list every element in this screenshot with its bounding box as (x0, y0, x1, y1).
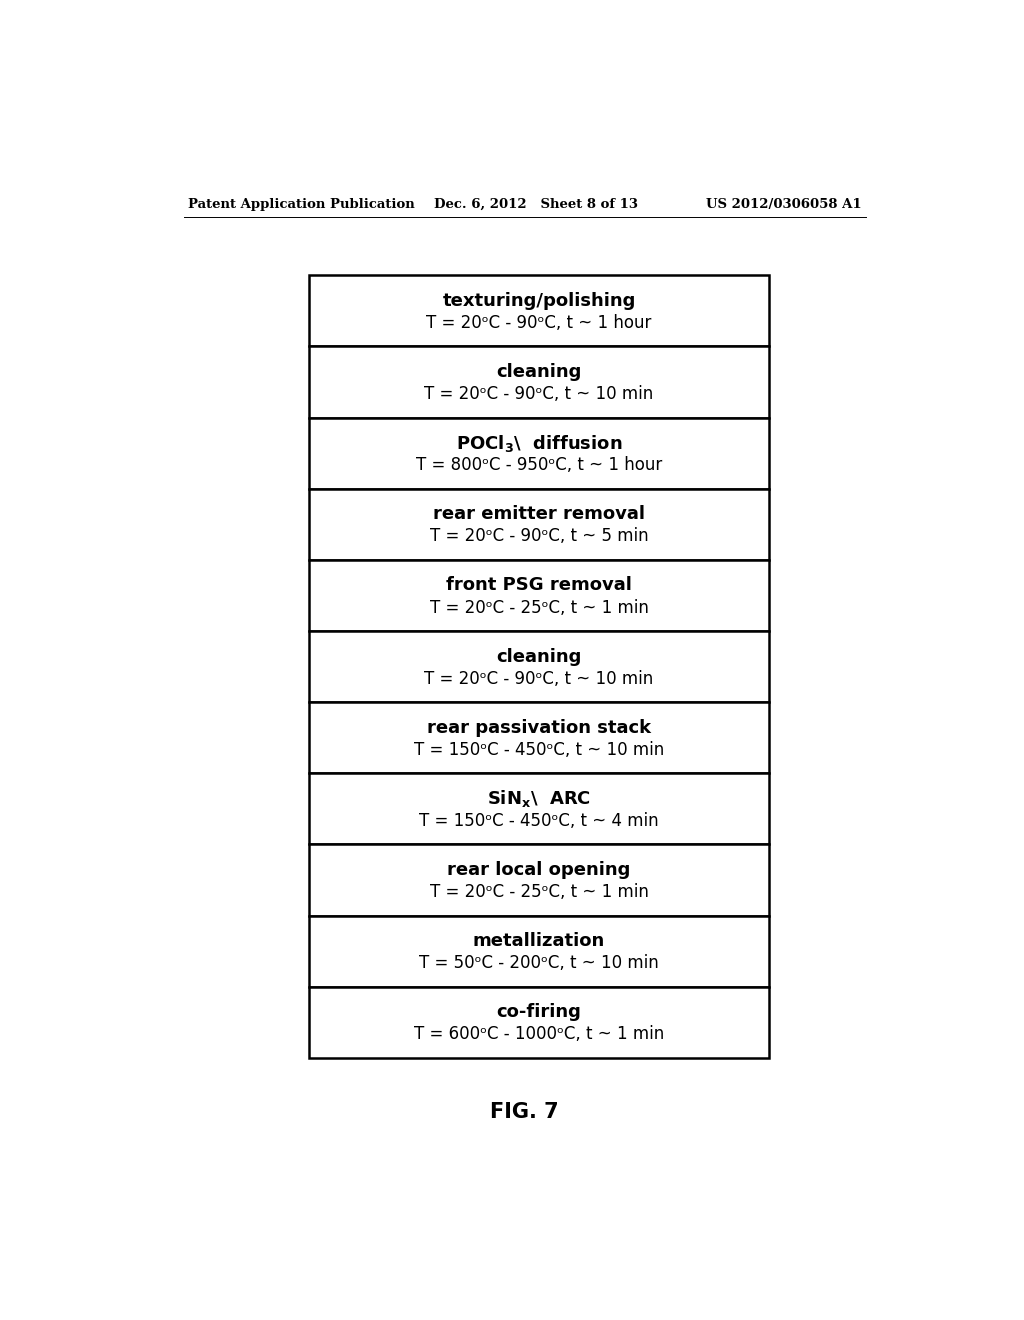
Text: T = 20ᵒC - 90ᵒC, t ~ 5 min: T = 20ᵒC - 90ᵒC, t ~ 5 min (430, 528, 648, 545)
Text: Dec. 6, 2012   Sheet 8 of 13: Dec. 6, 2012 Sheet 8 of 13 (433, 198, 638, 211)
Text: FIG. 7: FIG. 7 (490, 1102, 559, 1122)
Text: front PSG removal: front PSG removal (446, 577, 632, 594)
Text: T = 20ᵒC - 25ᵒC, t ~ 1 min: T = 20ᵒC - 25ᵒC, t ~ 1 min (430, 598, 648, 616)
Bar (309, 417, 769, 488)
Bar (309, 987, 769, 1057)
Text: T = 50ᵒC - 200ᵒC, t ~ 10 min: T = 50ᵒC - 200ᵒC, t ~ 10 min (419, 954, 659, 973)
Text: T = 150ᵒC - 450ᵒC, t ~ 10 min: T = 150ᵒC - 450ᵒC, t ~ 10 min (414, 741, 665, 759)
Bar (309, 631, 769, 702)
Bar (309, 845, 769, 916)
Text: rear passivation stack: rear passivation stack (427, 719, 651, 737)
Text: T = 20ᵒC - 90ᵒC, t ~ 10 min: T = 20ᵒC - 90ᵒC, t ~ 10 min (425, 385, 653, 403)
Bar (309, 560, 769, 631)
Text: T = 800ᵒC - 950ᵒC, t ~ 1 hour: T = 800ᵒC - 950ᵒC, t ~ 1 hour (416, 457, 663, 474)
Bar (309, 346, 769, 417)
Bar (309, 774, 769, 845)
Bar (309, 916, 769, 987)
Bar (309, 702, 769, 774)
Text: T = 600ᵒC - 1000ᵒC, t ~ 1 min: T = 600ᵒC - 1000ᵒC, t ~ 1 min (414, 1026, 665, 1043)
Text: rear emitter removal: rear emitter removal (433, 506, 645, 523)
Text: cleaning: cleaning (497, 363, 582, 381)
Text: US 2012/0306058 A1: US 2012/0306058 A1 (707, 198, 862, 211)
Text: cleaning: cleaning (497, 648, 582, 665)
Text: T = 20ᵒC - 90ᵒC, t ~ 1 hour: T = 20ᵒC - 90ᵒC, t ~ 1 hour (426, 314, 651, 331)
Text: T = 20ᵒC - 90ᵒC, t ~ 10 min: T = 20ᵒC - 90ᵒC, t ~ 10 min (425, 669, 653, 688)
Text: $\mathbf{SiN_x}$\  ARC: $\mathbf{SiN_x}$\ ARC (487, 788, 591, 809)
Text: co-firing: co-firing (497, 1003, 582, 1022)
Text: $\mathbf{POCl_3}$\  diffusion: $\mathbf{POCl_3}$\ diffusion (456, 433, 623, 454)
Text: metallization: metallization (473, 932, 605, 950)
Text: Patent Application Publication: Patent Application Publication (187, 198, 415, 211)
Text: T = 150ᵒC - 450ᵒC, t ~ 4 min: T = 150ᵒC - 450ᵒC, t ~ 4 min (419, 812, 658, 830)
Text: rear local opening: rear local opening (447, 861, 631, 879)
Text: texturing/polishing: texturing/polishing (442, 292, 636, 310)
Bar (309, 276, 769, 346)
Text: T = 20ᵒC - 25ᵒC, t ~ 1 min: T = 20ᵒC - 25ᵒC, t ~ 1 min (430, 883, 648, 902)
Bar (309, 488, 769, 560)
